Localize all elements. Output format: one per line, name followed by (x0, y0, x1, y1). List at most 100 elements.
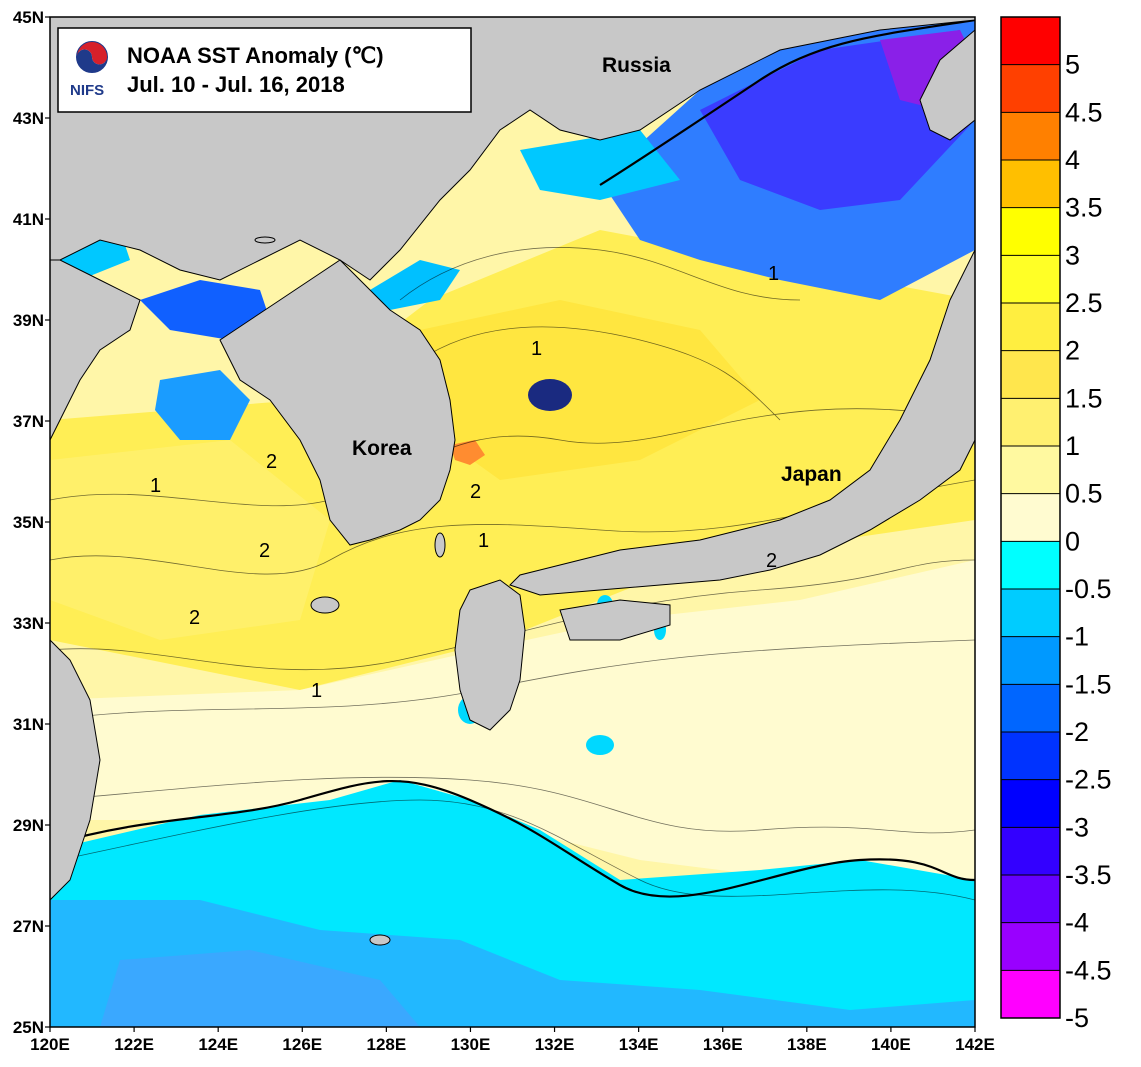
colorbar-swatch (1001, 255, 1060, 304)
colorbar-label: 3.5 (1065, 193, 1103, 223)
contour-label-group: 1 2 2 2 1 2 1 2 1 1 (150, 263, 779, 702)
x-axis: 120E 122E 124E 126E 128E 130E 132E 134E 136E 138E… (30, 1027, 995, 1054)
colorbar-label: -2.5 (1065, 765, 1112, 795)
cold-yellow-sea-north (155, 370, 250, 440)
contour-label: 1 (531, 338, 542, 360)
hot-spot (450, 440, 485, 465)
x-tick-label: 126E (282, 1035, 322, 1054)
cold-bohai (140, 280, 270, 340)
title-line-2: Jul. 10 - Jul. 16, 2018 (127, 72, 345, 97)
colorbar-swatch (1001, 732, 1060, 781)
colorbar-label: 0 (1065, 526, 1080, 556)
y-tick-label: 37N (13, 412, 44, 431)
land-china-coast (50, 639, 101, 901)
colorbar-swatch (1001, 207, 1060, 256)
nifs-logo-blue (77, 49, 107, 72)
place-label-russia: Russia (602, 54, 671, 77)
colorbar-label: -1.5 (1065, 669, 1112, 699)
land-island (254, 236, 276, 244)
land-tsushima (434, 532, 446, 558)
contour-label: 1 (150, 475, 161, 497)
title-box: NIFS NOAA SST Anomaly (℃) Jul. 10 - Jul.… (57, 27, 472, 113)
contour-label: 2 (266, 451, 277, 473)
x-tick-label: 122E (114, 1035, 154, 1054)
y-tick-label: 39N (13, 311, 44, 330)
colorbar-swatch (1001, 64, 1060, 113)
place-label-japan: Japan (781, 463, 842, 486)
colorbar-swatch (1001, 922, 1060, 971)
land-shikoku (559, 599, 671, 641)
title-line-1: NOAA SST Anomaly (℃) (127, 43, 384, 68)
colorbar-label: -3.5 (1065, 860, 1112, 890)
x-tick-label: 130E (451, 1035, 491, 1054)
y-tick-label: 29N (13, 816, 44, 835)
x-tick-label: 134E (619, 1035, 659, 1054)
contour-label: 2 (189, 607, 200, 629)
colorbar-swatch (1001, 684, 1060, 733)
colorbar-label: -5 (1065, 1003, 1089, 1033)
x-tick-label: 136E (703, 1035, 743, 1054)
y-tick-label: 41N (13, 210, 44, 229)
y-tick-label: 27N (13, 917, 44, 936)
colorbar-label: 4 (1065, 145, 1080, 175)
colorbar: 5 4.5 4 3.5 3 2.5 2 1.5 1 0.5 0 -0.5 -1 -1.5 -2 -2.5 -3 -… (1000, 16, 1112, 1033)
colorbar-swatch (1001, 112, 1060, 161)
colorbar-label: -4.5 (1065, 955, 1112, 985)
colorbar-swatch (1001, 970, 1060, 1019)
y-tick-label: 31N (13, 715, 44, 734)
colorbar-label: -2 (1065, 717, 1089, 747)
colorbar-label: 2.5 (1065, 288, 1103, 318)
cold-blob (586, 735, 614, 755)
colorbar-swatch (1001, 827, 1060, 876)
colorbar-swatch (1001, 17, 1060, 66)
colorbar-label: -3 (1065, 812, 1089, 842)
colorbar-label: 4.5 (1065, 97, 1103, 127)
land-kyushu (454, 579, 526, 731)
colorbar-swatch (1001, 350, 1060, 399)
colorbar-swatch (1001, 303, 1060, 352)
colorbar-swatch (1001, 875, 1060, 924)
x-tick-label: 140E (871, 1035, 911, 1054)
nifs-logo-red (77, 42, 107, 65)
contour-label: 1 (478, 530, 489, 552)
colorbar-label: -1 (1065, 622, 1089, 652)
x-tick-label: 132E (535, 1035, 575, 1054)
colorbar-label: 3 (1065, 240, 1080, 270)
contour-label: 1 (768, 263, 779, 285)
contour-label: 1 (311, 680, 322, 702)
colorbar-label: 0.5 (1065, 479, 1103, 509)
cold-patch-2 (520, 130, 680, 200)
pale-zone (50, 560, 975, 880)
land-island (369, 934, 391, 946)
colorbar-swatch (1001, 398, 1060, 447)
cold-patch-1 (100, 950, 420, 1027)
x-tick-label: 124E (198, 1035, 238, 1054)
contour-label: 2 (259, 540, 270, 562)
colorbar-swatch (1001, 541, 1060, 590)
y-tick-label: 33N (13, 614, 44, 633)
land-honshu (509, 249, 975, 596)
colorbar-swatch (1001, 160, 1060, 209)
y-axis: 45N 43N 41N 39N 37N 35N 33N 31N 29N 27N 25N (13, 8, 50, 1037)
colorbar-swatch (1001, 636, 1060, 685)
x-tick-label: 138E (787, 1035, 827, 1054)
x-tick-label: 128E (367, 1035, 407, 1054)
land-korea (219, 259, 456, 546)
zero-contour (50, 18, 975, 898)
land-hokkaido (919, 29, 975, 141)
place-label-korea: Korea (352, 437, 412, 460)
land-jeju (310, 596, 340, 614)
y-tick-label: 35N (13, 513, 44, 532)
east-sea-warm (420, 300, 760, 480)
cold-patch-3 (370, 260, 460, 310)
colorbar-label: 2 (1065, 336, 1080, 366)
colorbar-swatch (1001, 493, 1060, 542)
colorbar-label: 5 (1065, 50, 1080, 80)
colorbar-swatch (1001, 446, 1060, 495)
colorbar-label: -0.5 (1065, 574, 1112, 604)
colorbar-label: -4 (1065, 908, 1089, 938)
x-tick-label: 120E (30, 1035, 70, 1054)
land-shandong (50, 259, 141, 441)
title-box-frame (57, 27, 472, 113)
